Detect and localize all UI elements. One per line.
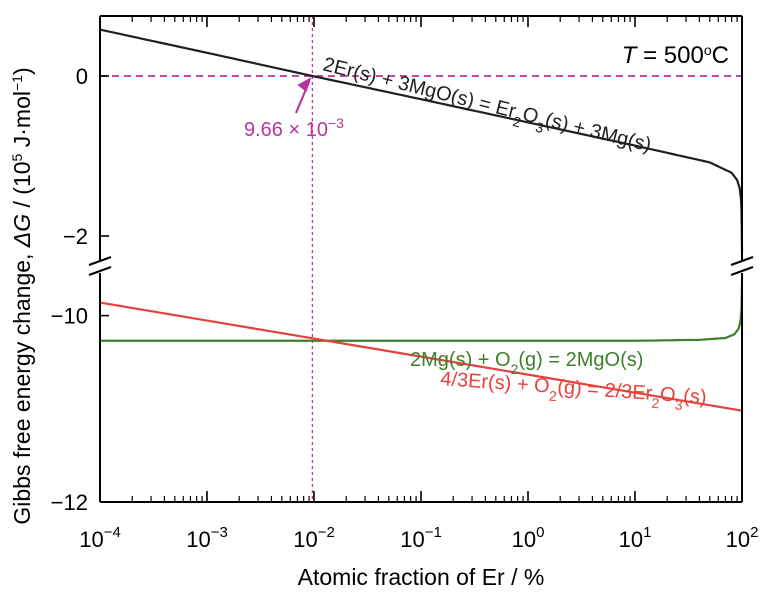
series-label-mg-oxidation: 2Mg(s) + O2(g) = 2MgO(s) [410,349,643,377]
temperature-label: T = 500oC [622,42,729,69]
y-tick-label: −10 [51,304,88,329]
y-tick-label: −12 [51,490,88,515]
x-tick-label: 102 [726,524,759,552]
annotation-arrow-head [297,77,312,92]
axis-break-left-mark-1 [88,256,112,266]
intersection-annotation: 9.66 × 10−3 [244,115,344,141]
axis-break-right-mark-2 [730,266,754,276]
axis-break-left-mark-2 [88,266,112,276]
y-tick-label: 0 [76,64,88,89]
y-tick-label: −2 [63,224,88,249]
series-label-er-mgo: 2Er(s) + 3MgO(s) = Er2O3(s) + 3Mg(s) [319,54,653,163]
series-label-er-oxidation: 4/3Er(s) + O2(g) = 2/3Er2O3(s) [439,368,707,415]
x-tick-label: 101 [619,524,652,552]
x-tick-label: 100 [512,524,545,552]
x-tick-label: 10−4 [79,524,121,552]
axis-break-right-mark-1 [730,256,754,266]
x-tick-label: 10−3 [186,524,228,552]
x-tick-label: 10−1 [400,524,442,552]
x-tick-label: 10−2 [293,524,335,552]
x-axis-label: Atomic fraction of Er / % [298,564,545,590]
series-line-mg-oxidation [100,282,744,342]
y-axis-label: Gibbs free energy change, ΔG / (105 J·mo… [9,67,35,524]
series-line-er-oxidation [99,301,743,412]
